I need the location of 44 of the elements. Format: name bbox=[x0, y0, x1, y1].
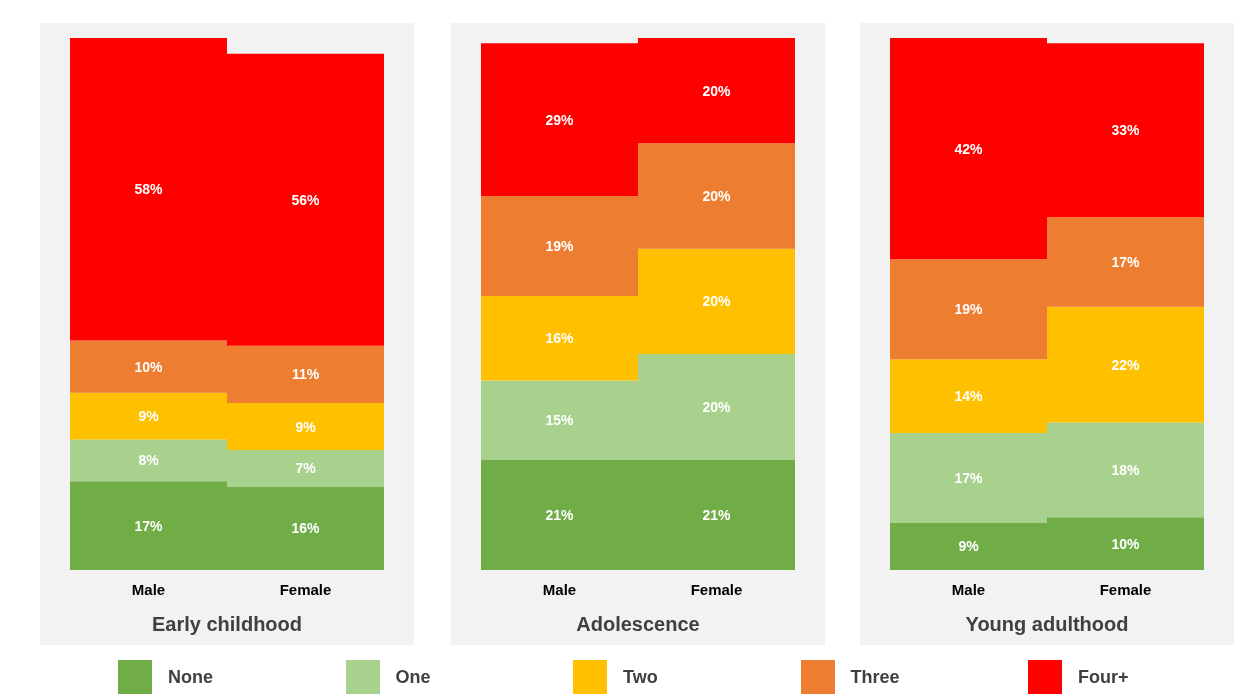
data-label: 17% bbox=[954, 469, 984, 486]
legend-label: Four+ bbox=[1078, 666, 1129, 688]
text: Adolescence bbox=[576, 613, 700, 635]
data-label: 9% bbox=[138, 408, 160, 425]
data-label: 21% bbox=[545, 506, 575, 523]
x-tick-label: Male bbox=[542, 581, 577, 598]
data-label: 10% bbox=[134, 358, 164, 375]
text: Young adulthood bbox=[965, 613, 1129, 635]
data-label: 16% bbox=[291, 520, 321, 537]
x-tick-label: Male bbox=[131, 581, 166, 598]
legend-label: Three bbox=[850, 666, 900, 688]
data-label: 19% bbox=[545, 238, 575, 255]
data-label: 11% bbox=[291, 366, 320, 383]
legend-label: One bbox=[395, 666, 431, 688]
legend-label: None bbox=[168, 666, 213, 688]
data-label: 20% bbox=[702, 398, 732, 415]
data-label: 18% bbox=[1111, 461, 1141, 478]
data-label: 29% bbox=[545, 111, 575, 128]
x-tick-label: Female bbox=[279, 581, 332, 598]
x-tick-label: Male bbox=[951, 581, 986, 598]
data-label: 42% bbox=[954, 140, 984, 157]
data-label: 15% bbox=[545, 411, 575, 428]
data-label: 58% bbox=[134, 181, 164, 198]
legend-label: Two bbox=[623, 666, 658, 688]
data-label: 16% bbox=[545, 330, 575, 347]
x-tick-label: Female bbox=[690, 581, 743, 598]
data-label: 19% bbox=[954, 301, 984, 318]
data-label: 9% bbox=[958, 538, 980, 555]
data-label: 7% bbox=[295, 460, 317, 477]
data-label: 17% bbox=[134, 517, 164, 534]
data-label: 14% bbox=[954, 388, 984, 405]
data-label: 8% bbox=[138, 452, 160, 469]
data-label: 20% bbox=[702, 188, 732, 205]
data-label: 20% bbox=[702, 293, 732, 310]
data-label: 22% bbox=[1111, 356, 1141, 373]
data-label: 20% bbox=[702, 82, 732, 99]
data-label: 21% bbox=[702, 506, 732, 523]
data-label: 56% bbox=[291, 191, 321, 208]
text: Early childhood bbox=[151, 613, 303, 635]
x-tick-label: Female bbox=[1099, 581, 1152, 598]
data-label: 9% bbox=[295, 418, 317, 435]
data-label: 17% bbox=[1111, 253, 1141, 270]
data-label: 10% bbox=[1111, 535, 1141, 552]
data-label: 33% bbox=[1111, 122, 1141, 139]
